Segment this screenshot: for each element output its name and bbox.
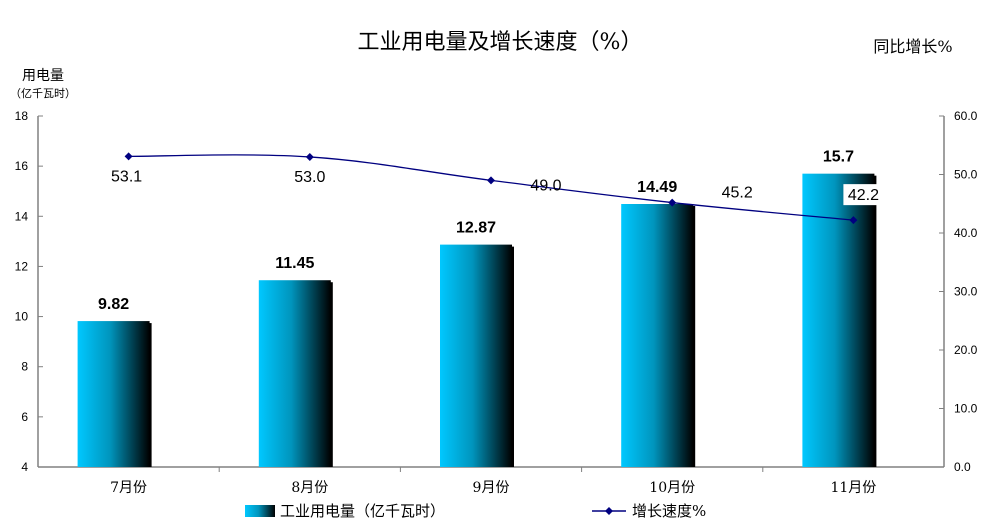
left-axis-tick-label: 14 bbox=[15, 209, 29, 223]
right-axis-tick-label: 0.0 bbox=[954, 460, 971, 474]
left-axis-tick-label: 8 bbox=[21, 360, 28, 374]
left-axis: 4 6 8 10 12 14 16 18 bbox=[15, 109, 43, 474]
legend-bar-swatch bbox=[245, 505, 275, 517]
left-axis-tick-label: 4 bbox=[21, 460, 28, 474]
bar-series: 9.82 11.45 12.87 14.49 15.7 bbox=[77, 149, 877, 467]
bar-value-label: 12.87 bbox=[456, 220, 496, 237]
bar bbox=[440, 244, 512, 467]
right-axis-tick-label: 50.0 bbox=[954, 168, 978, 182]
x-axis-category-label: 8月份 bbox=[291, 480, 328, 496]
line-value-label: 49.0 bbox=[530, 177, 561, 194]
line-series: 53.1 53.0 49.0 45.2 42.2 bbox=[111, 152, 884, 225]
bar-value-label: 9.82 bbox=[98, 296, 129, 313]
line-point-marker bbox=[668, 198, 677, 207]
bar-value-label: 15.7 bbox=[823, 149, 854, 166]
x-axis-category-label: 11月份 bbox=[830, 480, 876, 496]
line-value-label: 45.2 bbox=[722, 185, 753, 202]
right-axis-tick-label: 30.0 bbox=[954, 285, 978, 299]
right-axis: 0.0 10.0 20.0 30.0 40.0 50.0 60.0 bbox=[939, 109, 978, 474]
right-axis-title: 同比增长% bbox=[873, 37, 952, 56]
bar bbox=[258, 280, 331, 467]
left-axis-tick-label: 18 bbox=[15, 109, 29, 123]
line-point-marker bbox=[305, 152, 314, 161]
left-axis-tick-label: 12 bbox=[15, 259, 29, 273]
left-axis-title-line1: 用电量 bbox=[22, 68, 64, 84]
right-axis-tick-label: 10.0 bbox=[954, 402, 978, 416]
bar bbox=[621, 204, 694, 467]
right-axis-tick-label: 40.0 bbox=[954, 226, 978, 240]
line-value-label: 42.2 bbox=[848, 187, 879, 204]
left-axis-tick-label: 16 bbox=[15, 159, 29, 173]
x-axis: 7月份 8月份 9月份 10月份 11月份 bbox=[38, 466, 944, 496]
legend: 工业用电量（亿千瓦时） 增长速度% bbox=[245, 502, 706, 520]
x-axis-category-label: 10月份 bbox=[649, 480, 695, 496]
line-point-marker bbox=[124, 152, 133, 161]
line-value-label: 53.0 bbox=[294, 169, 325, 186]
bar bbox=[77, 321, 150, 467]
left-axis-title-line2: （亿千瓦时） bbox=[10, 87, 76, 100]
left-axis-tick-label: 10 bbox=[15, 310, 29, 324]
line-point-marker bbox=[487, 176, 495, 185]
line-value-label: 53.1 bbox=[111, 168, 142, 185]
legend-line-label: 增长速度% bbox=[632, 502, 706, 520]
x-axis-category-label: 9月份 bbox=[473, 480, 510, 496]
x-axis-category-label: 7月份 bbox=[110, 480, 147, 496]
right-axis-tick-label: 20.0 bbox=[954, 343, 978, 357]
bar bbox=[802, 173, 875, 467]
bar-value-label: 11.45 bbox=[275, 255, 314, 272]
bar-value-label: 14.49 bbox=[637, 179, 677, 196]
legend-diamond-icon bbox=[605, 507, 613, 515]
right-axis-tick-label: 60.0 bbox=[954, 109, 978, 123]
line-point-marker bbox=[849, 216, 858, 225]
chart-title: 工业用电量及增长速度（%） bbox=[358, 30, 643, 55]
legend-bar-label: 工业用电量（亿千瓦时） bbox=[280, 502, 445, 520]
left-axis-tick-label: 6 bbox=[21, 410, 28, 424]
